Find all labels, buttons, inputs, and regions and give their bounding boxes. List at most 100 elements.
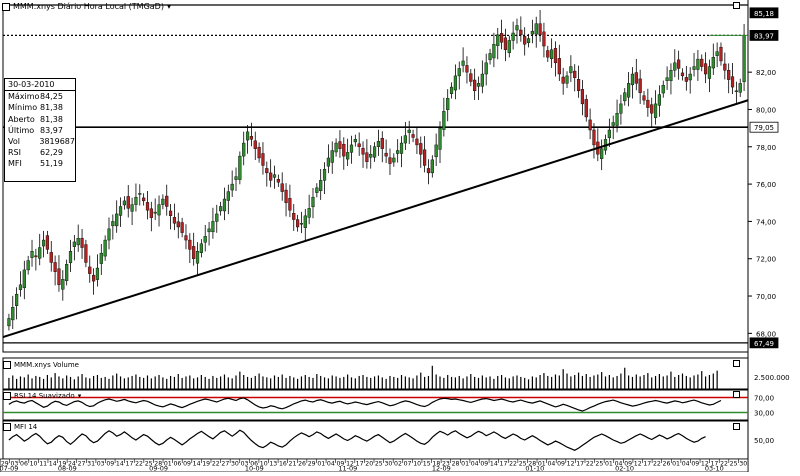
date-tick-label: 14 — [490, 461, 498, 468]
candle-up — [299, 223, 304, 225]
candle-up — [661, 85, 665, 94]
month-label: 08-09 — [58, 465, 77, 473]
candle-down — [573, 70, 577, 78]
date-tick-label: 25 — [519, 461, 527, 468]
candle-down — [576, 79, 581, 92]
dropdown-arrow-icon[interactable]: ▾ — [166, 2, 171, 11]
candle-down — [646, 99, 650, 108]
rsi-maximize-icon[interactable] — [733, 391, 740, 398]
month-label: 10-09 — [245, 465, 264, 473]
month-label: 09-09 — [149, 465, 168, 473]
date-tick-label: 13 — [269, 461, 277, 468]
date-tick-label: 29 — [1, 461, 9, 468]
candle-down — [638, 78, 642, 93]
info-date: 30-03-2010 — [5, 79, 75, 92]
candle-up — [515, 25, 519, 31]
candle-up — [103, 239, 107, 257]
rsi-tick-label: 70,00 — [754, 395, 774, 403]
candle-up — [272, 174, 277, 178]
mfi-maximize-icon[interactable] — [733, 423, 740, 430]
candle-up — [76, 237, 80, 246]
candle-down — [284, 189, 288, 203]
date-tick-label: 17 — [500, 461, 508, 468]
candle-up — [68, 251, 73, 264]
candle-down — [730, 76, 735, 88]
candle-down — [499, 33, 504, 43]
candle-up — [496, 34, 500, 46]
candle-down — [727, 70, 731, 80]
candle-down — [295, 219, 300, 228]
date-tick-label: 03 — [97, 461, 105, 468]
candle-down — [642, 95, 646, 101]
candle-up — [449, 86, 454, 95]
price-badge — [749, 30, 779, 41]
date-tick-label: 04 — [682, 461, 690, 468]
candle-down — [280, 183, 284, 192]
volume-maximize-icon[interactable] — [733, 360, 740, 367]
mfi-box-icon[interactable] — [3, 423, 11, 431]
date-tick-label: 12 — [634, 461, 642, 468]
mfi-title-bar: MFI 14 — [3, 423, 37, 431]
volume-panel-frame — [2, 357, 749, 390]
rsi-panel-frame — [2, 389, 749, 421]
candle-down — [419, 143, 423, 155]
candle-up — [107, 228, 111, 241]
candle-down — [680, 72, 685, 77]
candle-up — [349, 144, 354, 153]
candle-down — [257, 146, 261, 159]
volume-box-icon[interactable] — [3, 361, 11, 369]
candle-down — [45, 235, 50, 250]
candle-up — [72, 241, 76, 247]
price-badge-label: 67,49 — [754, 340, 774, 348]
date-tick-label: 25 — [375, 461, 383, 468]
date-tick-label: 15 — [423, 461, 431, 468]
date-tick-label: 22 — [653, 461, 661, 468]
candle-up — [453, 75, 458, 91]
date-tick-label: 10 — [413, 461, 421, 468]
window-box-icon[interactable] — [2, 2, 10, 11]
candle-up — [234, 176, 238, 180]
candle-up — [480, 73, 484, 87]
candle-down — [165, 195, 169, 207]
candle-down — [469, 73, 473, 82]
date-tick-label: 01 — [317, 461, 325, 468]
date-tick-label: 09 — [183, 461, 191, 468]
candle-down — [180, 222, 184, 233]
candle-up — [457, 68, 461, 77]
candle-up — [230, 183, 234, 191]
volume-title: MMM.xnys Volume — [14, 361, 79, 369]
candle-down — [145, 202, 150, 211]
candle-up — [430, 159, 434, 174]
info-row-last: Último 83,97 — [8, 125, 63, 135]
candle-up — [627, 83, 631, 98]
candle-up — [611, 122, 615, 126]
candle-up — [615, 113, 619, 126]
date-tick-label: 20 — [365, 461, 373, 468]
candle-up — [41, 239, 46, 247]
candle-up — [369, 154, 373, 158]
candle-down — [184, 235, 188, 241]
candle-up — [511, 32, 515, 41]
candle-down — [172, 217, 177, 224]
date-tick-label: 06 — [250, 461, 258, 468]
rsi-box-icon[interactable] — [3, 392, 11, 400]
main-maximize-icon[interactable] — [733, 2, 740, 9]
date-tick-label: 28 — [154, 461, 162, 468]
candle-down — [57, 268, 61, 286]
candle-down — [80, 237, 84, 248]
date-tick-label: 14 — [193, 461, 201, 468]
date-tick-label: 31 — [87, 461, 95, 468]
date-tick-label: 24 — [68, 461, 76, 468]
candle-down — [561, 76, 565, 84]
candle-down — [588, 119, 592, 131]
rsi-dropdown-icon[interactable]: ▾ — [77, 392, 82, 400]
candle-up — [534, 23, 538, 35]
chart-title: MMM.xnys Diário Hora Local (TMGaD) — [13, 2, 164, 11]
candle-up — [222, 198, 227, 212]
date-tick-label: 03 — [241, 461, 249, 468]
main-panel-frame — [2, 4, 749, 353]
candle-up — [26, 260, 30, 271]
candle-up — [153, 211, 157, 214]
